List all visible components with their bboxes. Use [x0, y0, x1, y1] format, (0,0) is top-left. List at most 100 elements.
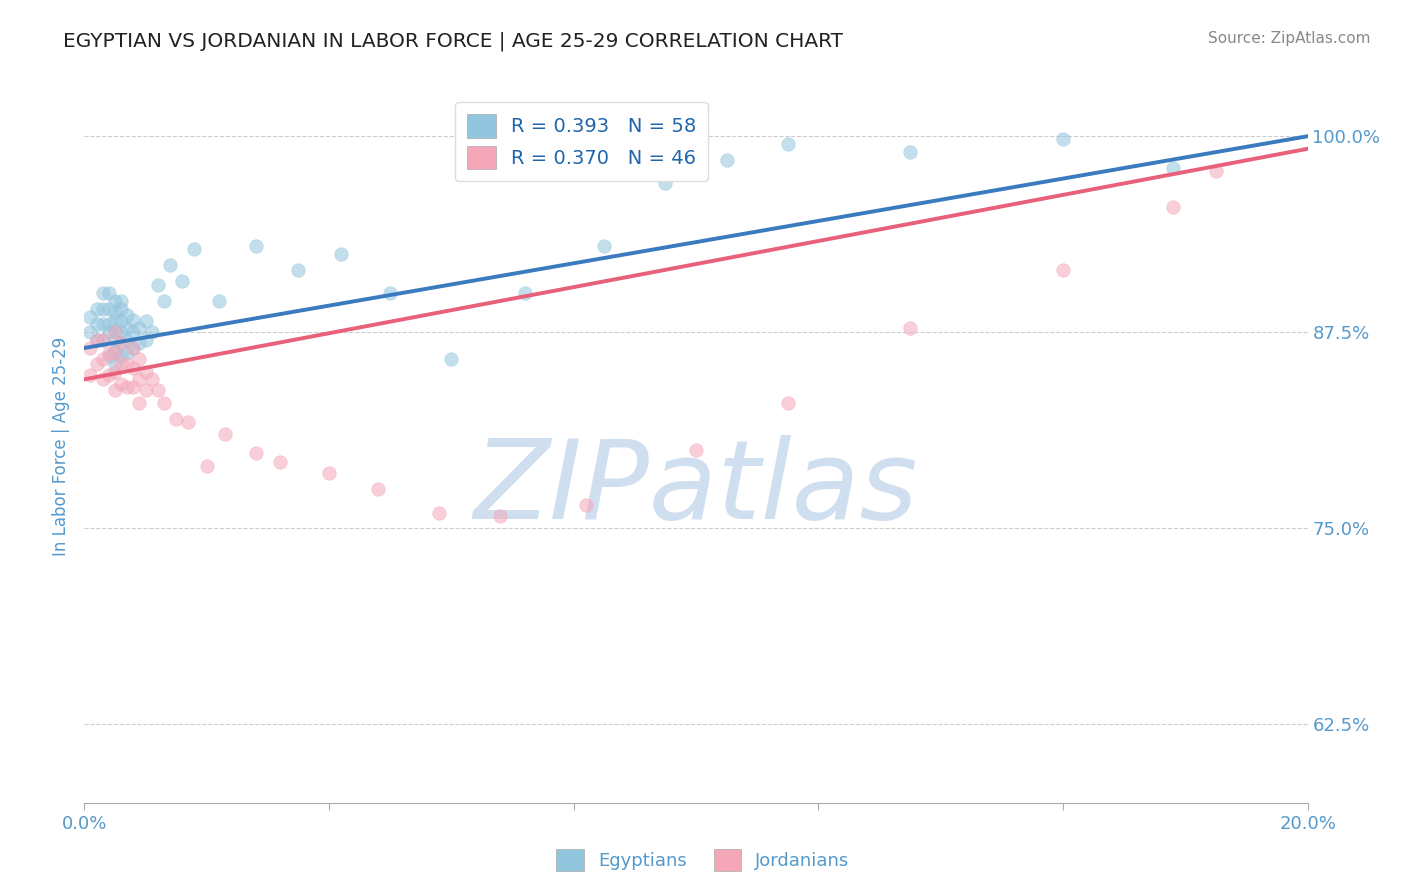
- Point: [287, 262, 309, 277]
- Point: [776, 137, 799, 152]
- Point: [330, 247, 353, 261]
- Text: ZIPatlas: ZIPatlas: [474, 435, 918, 542]
- Point: [110, 293, 132, 308]
- Text: Source: ZipAtlas.com: Source: ZipAtlas.com: [1208, 31, 1371, 46]
- Point: [1161, 161, 1184, 175]
- Point: [146, 384, 169, 398]
- Point: [79, 310, 101, 324]
- Point: [97, 368, 120, 382]
- Point: [97, 349, 120, 363]
- Point: [1052, 132, 1074, 146]
- Point: [104, 333, 127, 347]
- Point: [177, 415, 200, 429]
- Point: [91, 333, 114, 347]
- Legend: R = 0.393   N = 58, R = 0.370   N = 46: R = 0.393 N = 58, R = 0.370 N = 46: [456, 103, 709, 181]
- Point: [110, 301, 132, 316]
- Point: [104, 364, 127, 378]
- Point: [318, 467, 340, 481]
- Text: EGYPTIAN VS JORDANIAN IN LABOR FORCE | AGE 25-29 CORRELATION CHART: EGYPTIAN VS JORDANIAN IN LABOR FORCE | A…: [63, 31, 844, 51]
- Point: [575, 498, 598, 512]
- Point: [104, 293, 127, 308]
- Point: [685, 442, 707, 457]
- Point: [128, 351, 150, 366]
- Point: [110, 314, 132, 328]
- Point: [104, 326, 127, 340]
- Point: [135, 364, 157, 378]
- Point: [79, 326, 101, 340]
- Point: [110, 357, 132, 371]
- Point: [104, 344, 127, 359]
- Point: [115, 333, 138, 347]
- Point: [86, 357, 108, 371]
- Point: [97, 345, 120, 359]
- Point: [86, 301, 108, 316]
- Point: [380, 286, 402, 301]
- Point: [159, 258, 181, 272]
- Point: [115, 320, 138, 334]
- Point: [172, 274, 194, 288]
- Point: [135, 333, 157, 347]
- Point: [128, 372, 150, 386]
- Point: [122, 380, 145, 394]
- Point: [104, 314, 127, 328]
- Point: [122, 341, 145, 355]
- Point: [183, 242, 205, 256]
- Point: [122, 361, 145, 376]
- Point: [110, 349, 132, 363]
- Point: [110, 326, 132, 340]
- Point: [86, 333, 108, 347]
- Point: [1052, 262, 1074, 277]
- Point: [654, 176, 676, 190]
- Point: [91, 333, 114, 347]
- Point: [110, 377, 132, 392]
- Point: [86, 318, 108, 332]
- Point: [115, 345, 138, 359]
- Point: [427, 506, 450, 520]
- Point: [141, 326, 163, 340]
- Point: [91, 286, 114, 301]
- Point: [104, 305, 127, 319]
- Point: [440, 351, 463, 366]
- Point: [128, 336, 150, 351]
- Point: [97, 318, 120, 332]
- Point: [104, 384, 127, 398]
- Point: [104, 324, 127, 338]
- Point: [97, 286, 120, 301]
- Point: [104, 357, 127, 371]
- Point: [115, 380, 138, 394]
- Point: [195, 458, 218, 473]
- Point: [79, 368, 101, 382]
- Point: [146, 278, 169, 293]
- Point: [91, 351, 114, 366]
- Point: [153, 396, 176, 410]
- Point: [97, 301, 120, 316]
- Point: [79, 341, 101, 355]
- Point: [245, 446, 267, 460]
- Point: [208, 293, 231, 308]
- Point: [115, 357, 138, 371]
- Point: [97, 326, 120, 340]
- Point: [776, 396, 799, 410]
- Point: [513, 286, 536, 301]
- Point: [141, 372, 163, 386]
- Point: [898, 145, 921, 159]
- Point: [122, 341, 145, 355]
- Point: [128, 320, 150, 334]
- Point: [898, 320, 921, 334]
- Point: [593, 239, 616, 253]
- Point: [1161, 200, 1184, 214]
- Point: [91, 372, 114, 386]
- Point: [269, 455, 291, 469]
- Point: [245, 239, 267, 253]
- Point: [214, 427, 236, 442]
- Point: [122, 326, 145, 340]
- Point: [122, 312, 145, 326]
- Point: [91, 301, 114, 316]
- Point: [489, 508, 512, 523]
- Y-axis label: In Labor Force | Age 25-29: In Labor Force | Age 25-29: [52, 336, 70, 556]
- Point: [153, 293, 176, 308]
- Point: [91, 318, 114, 332]
- Point: [135, 314, 157, 328]
- Point: [110, 336, 132, 351]
- Point: [115, 308, 138, 322]
